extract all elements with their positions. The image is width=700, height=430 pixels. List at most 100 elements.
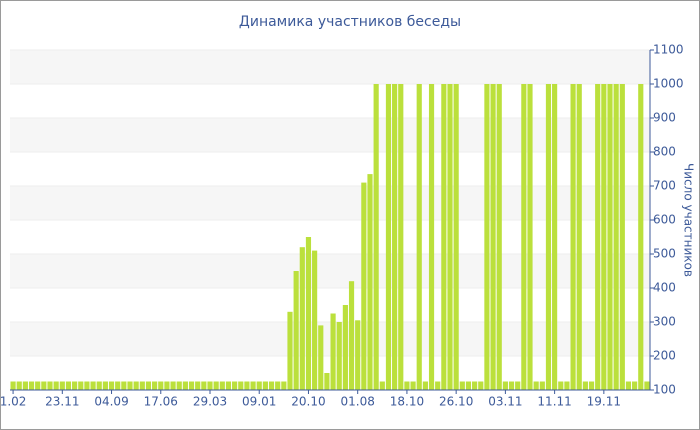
- x-tick-label: 18.10: [390, 395, 424, 409]
- grid-band: [10, 50, 650, 84]
- bar: [41, 381, 47, 390]
- y-tick-label: 1000: [653, 77, 684, 91]
- bar: [607, 84, 613, 390]
- bar: [619, 84, 625, 390]
- x-tick-label: 23.11: [45, 395, 79, 409]
- x-tick-label: 19.11: [587, 395, 621, 409]
- y-tick-label: 100: [653, 383, 676, 397]
- bar: [244, 381, 250, 390]
- bar: [59, 381, 65, 390]
- x-tick-label: 20.10: [291, 395, 325, 409]
- bar: [262, 381, 268, 390]
- bar: [176, 381, 182, 390]
- x-tick-label: 29.03: [193, 395, 227, 409]
- bar: [47, 381, 53, 390]
- bar: [53, 381, 59, 390]
- bar: [312, 250, 318, 390]
- bar: [564, 381, 570, 390]
- bar: [533, 381, 539, 390]
- bar: [570, 84, 576, 390]
- bar: [613, 84, 619, 390]
- bar: [398, 84, 404, 390]
- bar: [496, 84, 502, 390]
- bar: [275, 381, 281, 390]
- bar: [435, 381, 441, 390]
- bar: [385, 84, 392, 390]
- bar: [139, 381, 145, 390]
- y-tick-label: 1100: [653, 43, 684, 57]
- x-tick-label: 01.08: [341, 395, 375, 409]
- bar: [35, 381, 41, 390]
- bar: [472, 381, 478, 390]
- bar: [355, 320, 361, 390]
- bar: [170, 381, 176, 390]
- bar: [287, 311, 293, 390]
- bar: [410, 381, 416, 390]
- bar: [478, 381, 484, 390]
- bar: [238, 381, 244, 390]
- bar: [127, 381, 133, 390]
- bar: [502, 381, 508, 390]
- bar: [392, 84, 398, 390]
- bar: [379, 381, 385, 390]
- bar: [195, 381, 201, 390]
- y-tick-label: 300: [653, 315, 676, 329]
- bar: [299, 247, 305, 390]
- bar: [207, 381, 213, 390]
- x-tick-label: 17.06: [144, 395, 178, 409]
- grid-band: [10, 254, 650, 288]
- bar: [28, 381, 35, 390]
- x-tick-label: 09.01: [242, 395, 276, 409]
- bar: [342, 305, 348, 390]
- bar: [582, 381, 588, 390]
- bar: [96, 381, 102, 390]
- bar: [552, 84, 558, 390]
- y-tick-label: 700: [653, 179, 676, 193]
- bar: [78, 381, 84, 390]
- bar: [459, 381, 465, 390]
- bar: [638, 84, 644, 390]
- bar: [16, 381, 22, 390]
- bar: [158, 381, 164, 390]
- bar: [188, 381, 195, 390]
- bar: [22, 381, 28, 390]
- bar: [182, 381, 188, 390]
- bar: [10, 381, 16, 390]
- bar: [250, 381, 256, 390]
- bar: [336, 322, 342, 390]
- x-tick-label: 11.11: [537, 395, 571, 409]
- bar: [416, 84, 422, 390]
- bar: [632, 381, 638, 390]
- bar: [361, 182, 367, 390]
- chart-title: Динамика участников беседы: [239, 14, 461, 30]
- bar: [330, 313, 336, 390]
- bar: [65, 381, 72, 390]
- bar: [318, 325, 324, 390]
- bar: [576, 84, 582, 390]
- y-tick-label: 800: [653, 145, 676, 159]
- bar: [373, 84, 379, 390]
- y-tick-label: 600: [653, 213, 676, 227]
- bar: [595, 84, 601, 390]
- bar: [219, 381, 225, 390]
- bar: [145, 381, 152, 390]
- bar: [558, 381, 564, 390]
- bar: [422, 381, 428, 390]
- bar: [232, 381, 238, 390]
- bar: [404, 381, 410, 390]
- y-tick-label: 400: [653, 281, 676, 295]
- bar: [545, 84, 552, 390]
- bar: [484, 84, 490, 390]
- bar: [367, 174, 373, 390]
- bar: [201, 381, 207, 390]
- bar: [225, 381, 232, 390]
- bar: [305, 237, 312, 390]
- bar: [644, 381, 650, 390]
- bar: [152, 381, 158, 390]
- bar: [527, 84, 533, 390]
- bar: [441, 84, 447, 390]
- bar: [588, 381, 595, 390]
- x-tick-label: 1.02: [0, 395, 26, 409]
- bar: [601, 84, 607, 390]
